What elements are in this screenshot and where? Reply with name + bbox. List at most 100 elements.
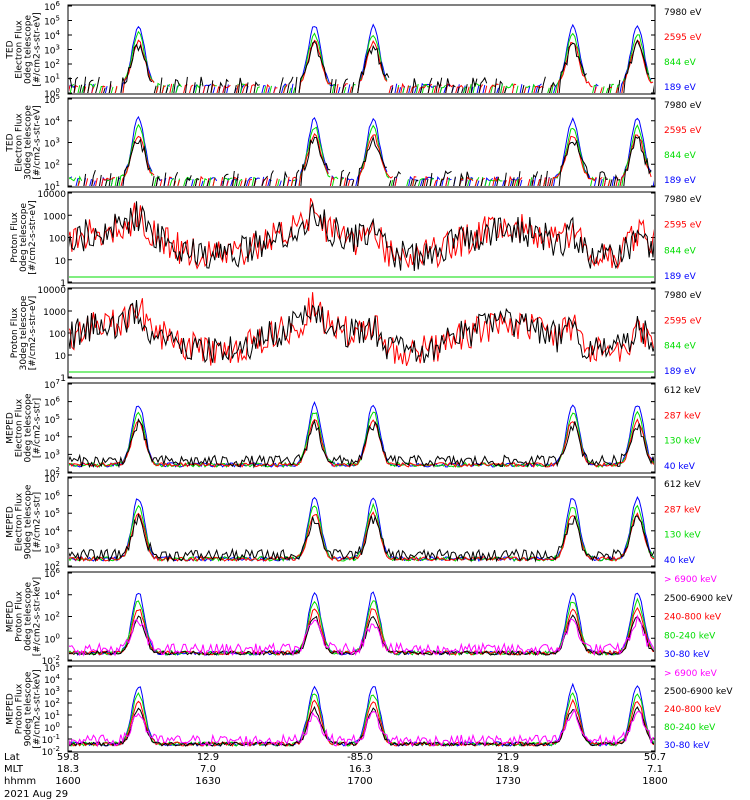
y-axis-label: MEPEDElectron Flux0deg telescope[#/cm2-s… [6, 393, 43, 463]
y-tick-label: 104 [44, 525, 60, 538]
y-tick-exponent: 2 [56, 560, 60, 568]
y-tick-label: 1 [60, 374, 66, 384]
y-axis-label-line: 0deg telescope [24, 15, 34, 85]
legend-entry: > 6900 keV [664, 669, 718, 679]
x-row-label-hhmm: hhmm [4, 776, 36, 787]
legend-entry: 40 keV [664, 556, 696, 566]
y-tick-exponent: 6 [56, 567, 61, 575]
y-tick-exponent: 2 [56, 58, 60, 66]
y-tick-exponent: 4 [56, 589, 61, 597]
series-line [69, 705, 654, 747]
legend-entry: 2595 eV [664, 221, 702, 231]
y-tick-label: 10 [55, 352, 67, 362]
y-axis-label: Proton Flux0deg telescope[#/cm2-s-str-eV… [10, 200, 38, 275]
y-tick-label: 103 [44, 44, 60, 57]
series-line [69, 292, 654, 366]
y-axis-label-line: [#/cm2-s-str-eV] [33, 12, 43, 87]
y-axis-label-line: MEPED [6, 506, 16, 538]
legend-entry: 240-800 keV [664, 705, 722, 715]
y-axis-label-line: TED [6, 40, 16, 59]
legend-entry: 7980 eV [664, 195, 702, 205]
legend-entry: 2500-6900 keV [664, 594, 733, 604]
y-tick-exponent: -2 [53, 745, 60, 753]
y-axis-label-line: [#/cm2-s-str-eV] [33, 105, 43, 180]
data-traces [69, 25, 654, 93]
y-tick-exponent: 3 [56, 448, 60, 456]
y-tick-label: 106 [44, 396, 60, 409]
data-traces [69, 115, 654, 186]
y-tick-exponent: 1 [56, 709, 60, 717]
series-line [69, 299, 654, 364]
y-tick-label: 104 [44, 589, 60, 602]
y-tick-label: 107 [44, 378, 60, 391]
y-tick-exponent: 6 [56, 396, 61, 404]
legend-entry: > 6900 keV [664, 575, 718, 585]
y-axis-label-line: Proton Flux [10, 307, 20, 358]
legend-entry: 80-240 keV [664, 723, 716, 733]
series-line [69, 201, 654, 272]
legend-entry: 612 keV [664, 386, 701, 396]
y-axis-label-line: Proton Flux [15, 591, 25, 642]
legend-entry: 7980 eV [664, 291, 702, 301]
panel-frame [67, 382, 656, 474]
y-tick-label: 10 [55, 257, 67, 267]
data-traces [69, 292, 654, 373]
y-tick-exponent: 0 [56, 87, 60, 95]
y-axis-label-line: 90deg telescope [24, 484, 34, 559]
y-axis-label-line: [#/cm2-s-str-keV] [33, 577, 43, 656]
x-tick-lat: 12.9 [197, 752, 219, 763]
y-tick-exponent: 3 [56, 137, 60, 145]
legend-entry: 844 eV [664, 151, 697, 161]
panel-frame [67, 97, 656, 188]
y-tick-exponent: 2 [56, 158, 60, 166]
series-line [69, 708, 654, 748]
legend-entry: 844 eV [664, 246, 697, 256]
y-tick-label: 1000 [43, 308, 66, 318]
series-line [69, 39, 654, 93]
y-tick-label: 1000 [43, 212, 66, 222]
legend-entry: 844 eV [664, 342, 697, 352]
series-line [69, 418, 654, 469]
legend-entry: 7980 eV [664, 8, 702, 18]
y-tick-exponent: 5 [56, 93, 60, 101]
legend-entry: 240-800 keV [664, 613, 722, 623]
x-row-label-lat: Lat [4, 752, 20, 763]
legend-entry: 287 keV [664, 505, 701, 515]
y-tick-exponent: 2 [56, 697, 60, 705]
y-tick-exponent: -2 [53, 654, 60, 662]
y-tick-label: 100 [49, 330, 66, 340]
x-date-label: 2021 Aug 29 [4, 789, 68, 800]
y-tick-exponent: 4 [56, 525, 61, 533]
x-tick-hhmm: 1800 [642, 776, 667, 787]
legend-entry: 130 keV [664, 437, 701, 447]
y-tick-exponent: 2 [56, 611, 60, 619]
series-line [69, 614, 654, 657]
y-tick-label: 10000 [37, 190, 66, 200]
y-tick-label: 100 [44, 632, 60, 645]
y-axis-label-line: Electron Flux [15, 398, 25, 457]
y-axis-label: MEPEDProton Flux90deg telescope[#/cm2-s-… [6, 669, 43, 748]
y-tick-exponent: 4 [56, 115, 61, 123]
y-tick-exponent: 4 [56, 673, 61, 681]
y-tick-exponent: 5 [56, 507, 60, 515]
x-tick-hhmm: 1700 [347, 776, 372, 787]
y-tick-exponent: -1 [53, 733, 60, 741]
legend-entry: 189 eV [664, 176, 697, 186]
y-axis-label: TEDElectron Flux30deg telescope[#/cm2-s-… [6, 105, 43, 180]
data-traces [69, 197, 654, 278]
y-tick-label: 105 [44, 413, 60, 426]
x-tick-hhmm: 1600 [55, 776, 80, 787]
y-tick-label: 106 [44, 0, 60, 13]
data-traces [69, 682, 654, 748]
y-axis-label-line: [#/cm2-s-str-eV] [28, 200, 38, 275]
y-tick-exponent: 1 [56, 73, 60, 81]
y-axis-label-line: Electron Flux [15, 113, 25, 172]
legend-entry: 7980 eV [664, 101, 702, 111]
